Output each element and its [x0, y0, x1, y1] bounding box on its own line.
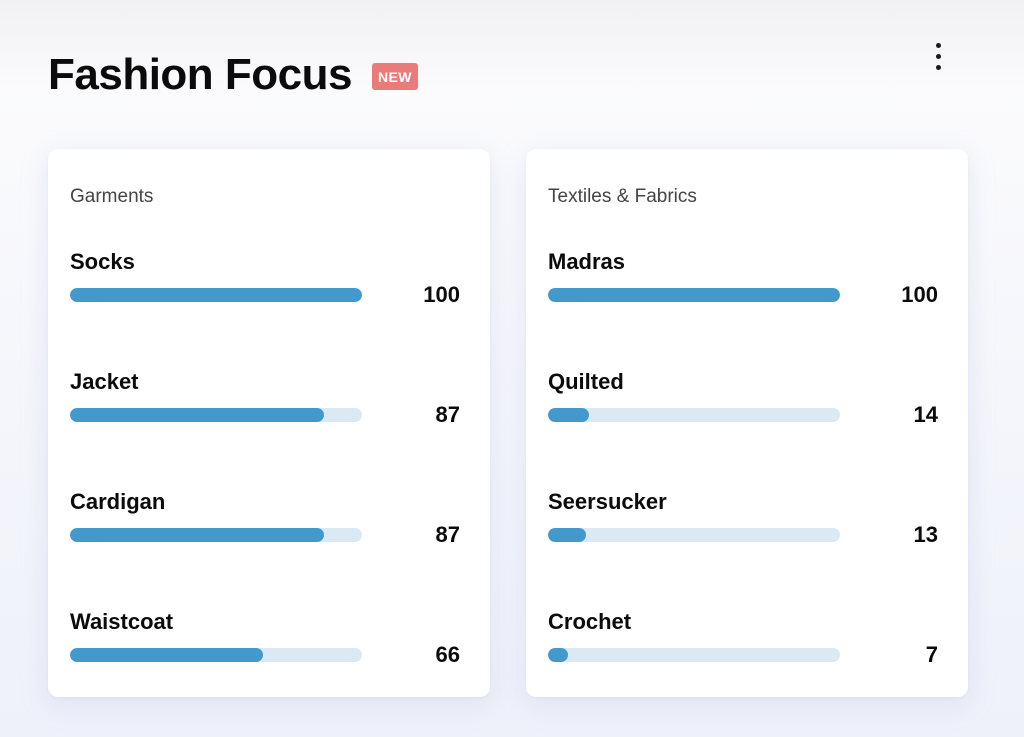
- progress-bar[interactable]: [548, 648, 840, 662]
- progress-bar[interactable]: [548, 528, 840, 542]
- item-value: 87: [435, 522, 460, 547]
- list-item: Waistcoat 66: [70, 609, 460, 679]
- more-options-icon[interactable]: [922, 38, 954, 74]
- list-item: Crochet 7: [548, 609, 938, 679]
- item-value: 66: [435, 642, 460, 667]
- list-item: Quilted 14: [548, 369, 938, 439]
- item-value: 13: [913, 522, 938, 547]
- item-label: Waistcoat: [70, 609, 174, 634]
- progress-bar[interactable]: [548, 408, 840, 422]
- list-item: Madras 100: [548, 249, 938, 319]
- progress-fill: [548, 528, 586, 542]
- item-label: Seersucker: [548, 489, 667, 514]
- item-label: Socks: [70, 249, 135, 274]
- progress-bar[interactable]: [70, 528, 362, 542]
- card-title: Garments: [70, 186, 154, 207]
- progress-bar[interactable]: [70, 288, 362, 302]
- item-label: Crochet: [548, 609, 632, 634]
- progress-fill: [548, 648, 569, 662]
- page-title: Fashion Focus: [48, 50, 352, 99]
- progress-fill: [70, 408, 325, 422]
- progress-bar[interactable]: [548, 288, 840, 302]
- item-label: Jacket: [70, 369, 139, 394]
- list-item: Jacket 87: [70, 369, 460, 439]
- item-value: 14: [913, 402, 938, 427]
- new-badge: NEW: [371, 62, 418, 90]
- item-label: Madras: [548, 249, 626, 274]
- progress-fill: [548, 408, 589, 422]
- item-value: 100: [901, 282, 938, 307]
- item-value: 100: [423, 282, 460, 307]
- progress-bar[interactable]: [70, 648, 362, 662]
- header: Fashion Focus NEW: [48, 47, 418, 103]
- menu-dot: [935, 42, 941, 48]
- item-value: 7: [925, 642, 938, 667]
- garments-card: Garments Socks 100 Jacket 87 Cardigan 87…: [48, 149, 490, 697]
- menu-dot: [935, 64, 941, 70]
- progress-fill: [70, 528, 325, 542]
- card-title: Textiles & Fabrics: [548, 186, 697, 207]
- progress-fill: [548, 288, 840, 302]
- progress-fill: [70, 648, 263, 662]
- item-label: Quilted: [548, 369, 624, 394]
- progress-fill: [70, 288, 362, 302]
- item-value: 87: [435, 402, 460, 427]
- progress-bar[interactable]: [70, 408, 362, 422]
- menu-dot: [935, 53, 941, 59]
- textiles-fabrics-card: Textiles & Fabrics Madras 100 Quilted 14…: [526, 149, 968, 697]
- list-item: Socks 100: [70, 249, 460, 319]
- list-item: Cardigan 87: [70, 489, 460, 559]
- item-label: Cardigan: [70, 489, 166, 514]
- list-item: Seersucker 13: [548, 489, 938, 559]
